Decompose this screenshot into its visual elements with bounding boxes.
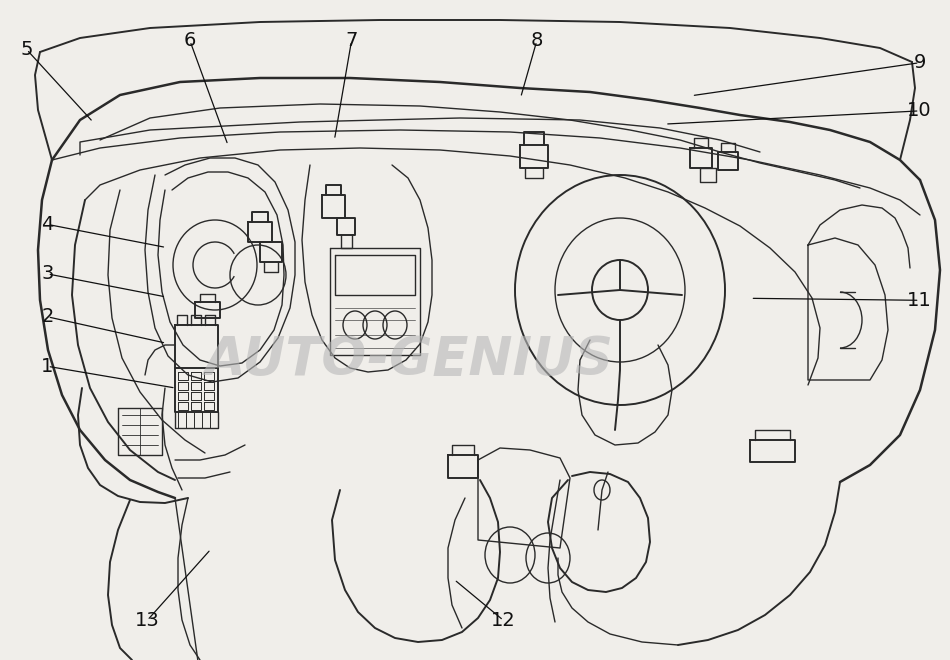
Text: 3: 3 [41,265,54,283]
Text: 5: 5 [20,40,33,59]
Text: 10: 10 [907,102,932,120]
Text: AUTO-GENIUS: AUTO-GENIUS [204,334,613,385]
Text: 13: 13 [135,611,160,630]
Text: 9: 9 [913,53,926,72]
Text: 7: 7 [345,32,358,50]
Text: 12: 12 [491,611,516,630]
Text: 2: 2 [41,308,54,326]
Text: 11: 11 [907,291,932,310]
Text: 4: 4 [41,215,54,234]
Text: 8: 8 [530,32,543,50]
Text: 6: 6 [183,32,197,50]
Text: 1: 1 [41,357,54,376]
